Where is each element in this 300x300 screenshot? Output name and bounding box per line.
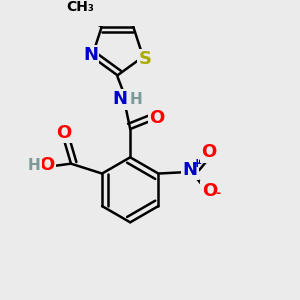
- Text: S: S: [139, 50, 152, 68]
- Text: H: H: [130, 92, 142, 107]
- Text: O: O: [149, 109, 165, 127]
- Text: N: N: [183, 161, 198, 179]
- Text: O: O: [201, 143, 217, 161]
- Text: CH₃: CH₃: [67, 0, 94, 14]
- Text: N: N: [113, 90, 128, 108]
- Text: O: O: [39, 156, 55, 174]
- Text: N: N: [83, 46, 98, 64]
- Text: O: O: [202, 182, 217, 200]
- Text: O: O: [56, 124, 71, 142]
- Text: -: -: [215, 187, 220, 200]
- Text: +: +: [192, 157, 203, 169]
- Text: H: H: [28, 158, 40, 172]
